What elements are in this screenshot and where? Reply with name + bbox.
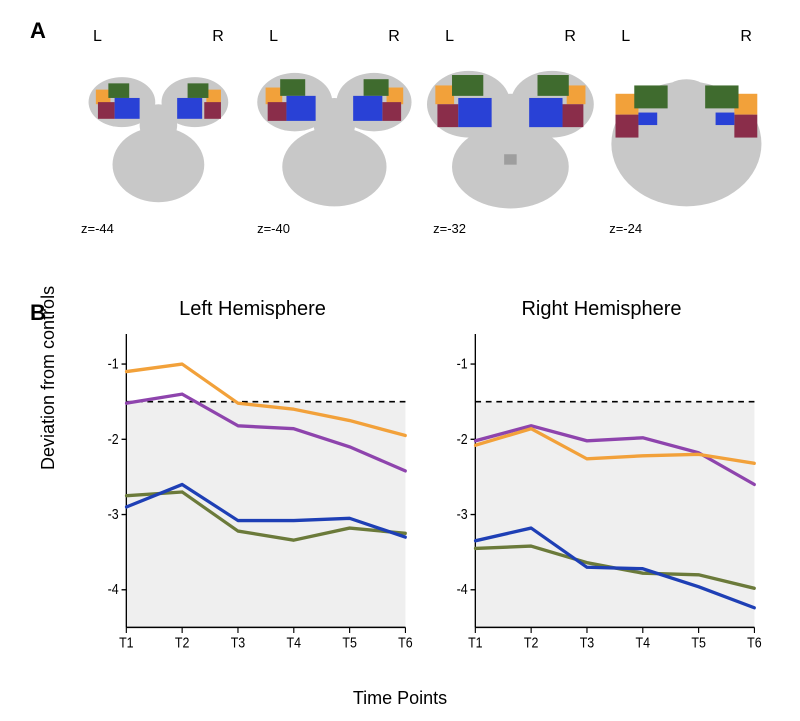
x-tick-label: T1	[119, 635, 133, 651]
x-axis-label: Time Points	[0, 688, 800, 709]
y-tick-label: -2	[457, 431, 468, 447]
figure-root: A B L R	[0, 0, 800, 721]
x-tick-label: T3	[231, 635, 245, 651]
chart-right-wrap: Right Hemisphere -1 -2 -3 -4 T1 T2 T3 T4 T5 T6	[439, 298, 764, 661]
brain-slice-4: L R	[603, 28, 770, 236]
brain-slice-row: L R	[75, 28, 770, 258]
y-tick-label: -1	[457, 356, 468, 372]
y-tick-label: -4	[108, 581, 119, 597]
lr-label-l: L	[445, 28, 454, 46]
lr-label-r: R	[388, 28, 400, 46]
x-tick-label: T2	[175, 635, 189, 651]
x-tick-label: T6	[747, 635, 761, 651]
x-tick-label: T6	[398, 635, 412, 651]
shade-region	[126, 402, 405, 628]
x-tick-label: T2	[524, 635, 538, 651]
y-tick-label: -3	[108, 506, 119, 522]
z-label-4: z=-24	[609, 221, 642, 236]
panel-label-a: A	[30, 18, 46, 44]
brain-svg-2	[251, 50, 418, 217]
chart-left-svg: -1 -2 -3 -4 T1 T2 T3 T4 T5 T6	[90, 325, 415, 661]
chart-right-title: Right Hemisphere	[439, 298, 764, 321]
z-label-2: z=-40	[257, 221, 290, 236]
y-tick-label: -2	[108, 431, 119, 447]
brain-svg-4	[603, 50, 770, 217]
charts-row: Left Hemisphere -1 -2 -3 -4 T1 T2 T3 T4 T5 T6 Rig…	[90, 298, 764, 661]
y-axis-label: Deviation from controls	[38, 286, 59, 470]
lr-label-r: R	[564, 28, 576, 46]
x-tick-label: T1	[468, 635, 482, 651]
x-tick-label: T5	[691, 635, 705, 651]
brain-svg-3	[427, 50, 594, 217]
z-label-3: z=-32	[433, 221, 466, 236]
lr-label-l: L	[269, 28, 278, 46]
chart-left-title: Left Hemisphere	[90, 298, 415, 321]
brain-slice-3: L R	[427, 28, 594, 236]
y-tick-label: -4	[457, 581, 468, 597]
lr-label-r: R	[212, 28, 224, 46]
y-tick-label: -1	[108, 356, 119, 372]
brain-svg-1	[75, 50, 242, 217]
brain-slice-2: L R	[251, 28, 418, 236]
chart-right-svg: -1 -2 -3 -4 T1 T2 T3 T4 T5 T6	[439, 325, 764, 661]
x-tick-label: T4	[287, 635, 302, 651]
lr-label-l: L	[93, 28, 102, 46]
x-tick-label: T3	[580, 635, 594, 651]
lr-label-r: R	[740, 28, 752, 46]
x-tick-label: T4	[636, 635, 651, 651]
chart-left-wrap: Left Hemisphere -1 -2 -3 -4 T1 T2 T3 T4 T5 T6	[90, 298, 415, 661]
z-label-1: z=-44	[81, 221, 114, 236]
lr-label-l: L	[621, 28, 630, 46]
y-tick-label: -3	[457, 506, 468, 522]
brain-slice-1: L R	[75, 28, 242, 236]
x-tick-label: T5	[342, 635, 356, 651]
